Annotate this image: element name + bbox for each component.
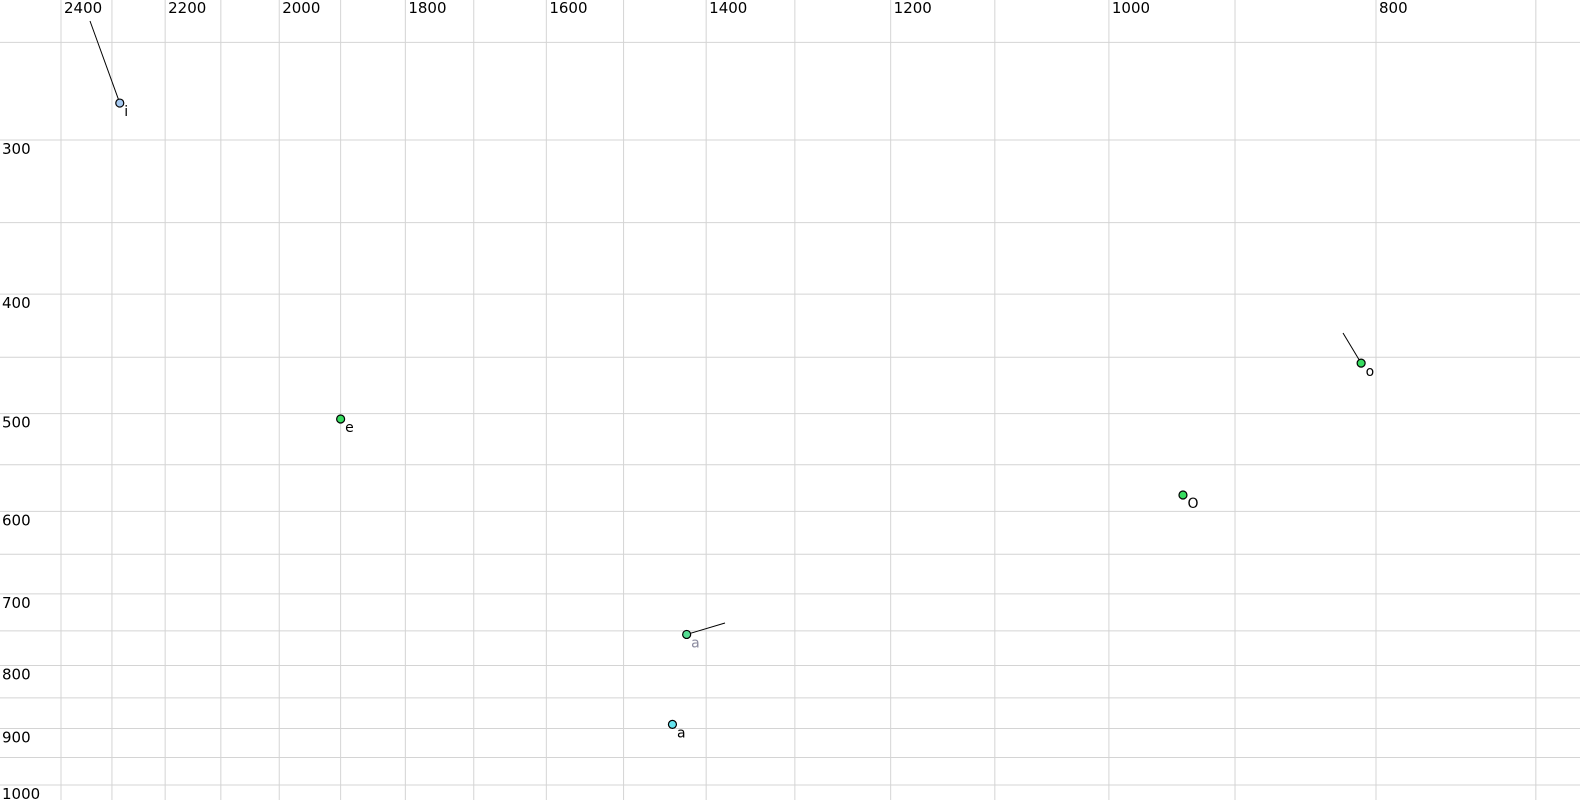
x-axis-tick-label: 1400 xyxy=(709,0,747,17)
y-axis-tick-label: 400 xyxy=(2,294,31,312)
x-axis-tick-label: 1600 xyxy=(549,0,587,17)
x-axis-tick-label: 2000 xyxy=(282,0,320,17)
leader-line-i xyxy=(89,20,121,104)
leader-line-a xyxy=(686,622,726,635)
y-axis-tick-label: 700 xyxy=(2,594,31,612)
y-axis-tick-label: 300 xyxy=(2,140,31,158)
leader-line-o xyxy=(1342,332,1362,364)
y-axis-tick-label: 600 xyxy=(2,511,31,529)
y-axis-tick-label: 500 xyxy=(2,414,31,432)
vowel-point-label-i-0: i xyxy=(124,104,128,120)
x-axis-tick-label: 1000 xyxy=(1112,0,1150,17)
vowel-point-O-4[interactable] xyxy=(1178,490,1188,500)
y-axis-tick-label: 800 xyxy=(2,665,31,683)
y-axis-tick-label: 900 xyxy=(2,729,31,747)
vowel-point-label-o-5: o xyxy=(1366,364,1375,380)
vowel-point-label-O-4: O xyxy=(1187,496,1198,512)
vowel-point-label-e-1: e xyxy=(345,420,354,436)
vowel-point-label-a-2: a xyxy=(691,635,700,651)
y-axis-tick-label: 1000 xyxy=(2,785,40,800)
x-axis-tick-label: 800 xyxy=(1379,0,1408,17)
x-axis-tick-label: 1800 xyxy=(408,0,446,17)
vowel-point-label-a-3: a xyxy=(677,725,686,741)
vowel-point-a-3[interactable] xyxy=(667,719,678,729)
vowel-point-o-5[interactable] xyxy=(1356,358,1366,368)
vowel-point-i-0[interactable] xyxy=(115,98,125,108)
x-axis-tick-label: 1200 xyxy=(894,0,932,17)
x-axis-tick-label: 2200 xyxy=(168,0,206,17)
vowel-point-a-2[interactable] xyxy=(682,629,692,640)
vowel-point-e-1[interactable] xyxy=(336,414,346,424)
x-axis-tick-label: 2400 xyxy=(64,0,102,17)
